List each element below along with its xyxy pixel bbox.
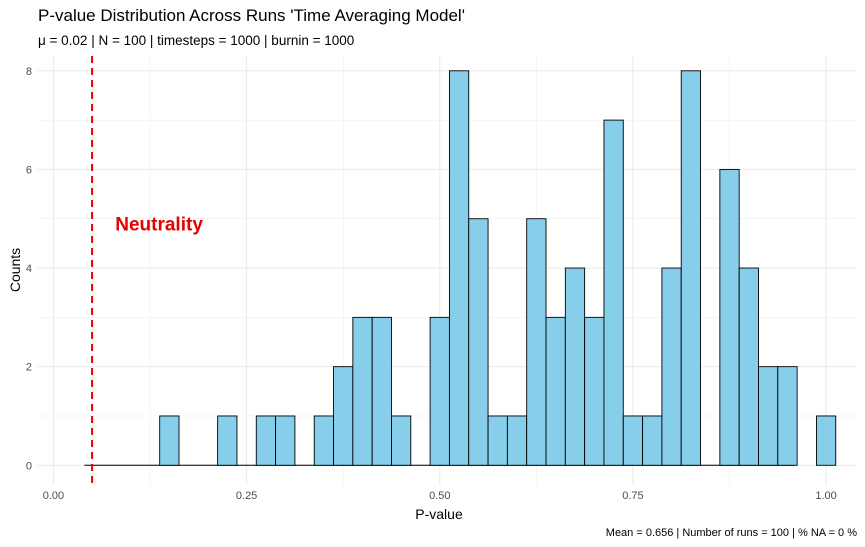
x-tick-label: 0.50 — [429, 490, 450, 502]
x-tick-label: 0.25 — [236, 490, 257, 502]
histogram-bar — [777, 366, 798, 466]
histogram-bar — [468, 218, 489, 466]
histogram-bar — [738, 267, 759, 466]
histogram-bar — [333, 366, 354, 466]
histogram-bar — [680, 70, 701, 466]
x-tick-label: 0.75 — [622, 490, 643, 502]
histogram-bar — [448, 70, 470, 466]
histogram-bar — [487, 415, 508, 466]
histogram-bar — [758, 366, 779, 466]
histogram-bar — [526, 218, 547, 466]
histogram-bar — [255, 415, 277, 466]
chart-subtitle: μ = 0.02 | N = 100 | timesteps = 1000 | … — [38, 33, 355, 48]
histogram-bar — [719, 168, 740, 466]
x-axis-title: P-value — [415, 506, 463, 522]
histogram-bar — [545, 316, 566, 466]
neutrality-label: Neutrality — [115, 215, 203, 236]
histogram-bars — [159, 70, 837, 466]
histogram-bar — [584, 316, 605, 466]
histogram-bar — [506, 415, 528, 466]
histogram-bar — [429, 316, 450, 466]
histogram-bar — [313, 415, 334, 466]
histogram-bar — [815, 415, 837, 466]
histogram-bar — [642, 415, 663, 466]
chart-caption: Mean = 0.656 | Number of runs = 100 | % … — [605, 527, 857, 539]
histogram-bar — [217, 415, 238, 466]
x-tick-label: 1.00 — [815, 490, 836, 502]
histogram-bar — [661, 267, 682, 466]
y-tick-label: 4 — [26, 263, 32, 275]
x-tick-label: 0.00 — [43, 490, 64, 502]
histogram-bar — [275, 415, 296, 466]
histogram-bar — [622, 415, 644, 466]
histogram-bar — [352, 316, 373, 466]
reference-line-group: Neutrality — [91, 56, 203, 485]
y-axis-title: Counts — [7, 248, 23, 292]
y-tick-label: 0 — [26, 460, 32, 472]
y-tick-label: 8 — [26, 66, 32, 78]
histogram-bar — [603, 119, 624, 466]
histogram-bar — [564, 267, 586, 466]
x-axis-ticks: 0.00 0.25 0.50 0.75 1.00 — [43, 490, 837, 502]
chart-title: P-value Distribution Across Runs 'Time A… — [38, 6, 465, 25]
y-tick-label: 2 — [26, 362, 32, 374]
y-axis-ticks: 0 2 4 6 8 — [26, 66, 32, 472]
histogram-bar — [371, 316, 392, 466]
y-tick-label: 6 — [26, 164, 32, 176]
histogram-bar — [159, 415, 180, 466]
histogram-bar — [391, 415, 412, 466]
